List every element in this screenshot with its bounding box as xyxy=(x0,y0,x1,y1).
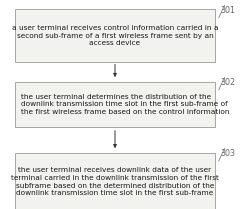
Text: the user terminal determines the distribution of the
downlink transmission time : the user terminal determines the distrib… xyxy=(21,94,230,115)
Text: 303: 303 xyxy=(220,149,235,158)
FancyBboxPatch shape xyxy=(15,153,215,209)
FancyBboxPatch shape xyxy=(15,9,215,62)
FancyBboxPatch shape xyxy=(15,82,215,127)
Text: the user terminal receives downlink data of the user
terminal carried in the dow: the user terminal receives downlink data… xyxy=(11,167,219,196)
Text: 301: 301 xyxy=(220,6,235,15)
Text: 302: 302 xyxy=(220,78,235,87)
Text: a user terminal receives control information carried in a
second sub-frame of a : a user terminal receives control informa… xyxy=(12,25,218,46)
